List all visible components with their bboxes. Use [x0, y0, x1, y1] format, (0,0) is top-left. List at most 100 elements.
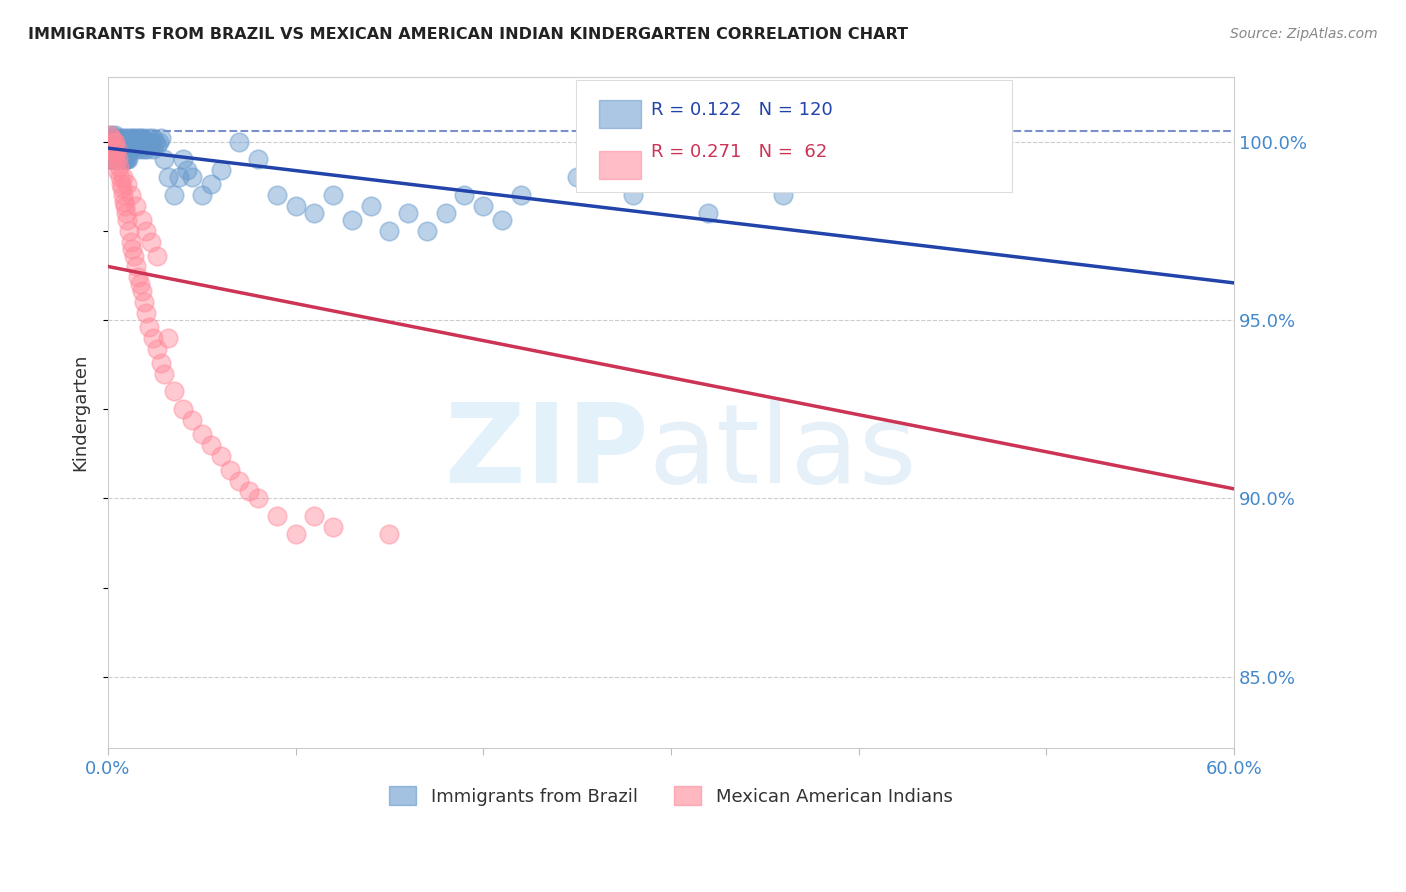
- Point: [105, 153, 128, 167]
- Point: [131, 138, 153, 153]
- Point: [120, 138, 142, 153]
- Point: [110, 153, 132, 167]
- Point: [108, 153, 131, 167]
- Point: [128, 131, 150, 145]
- Point: [509, 188, 531, 202]
- Point: [100, 142, 122, 156]
- Point: [128, 135, 150, 149]
- Point: [146, 342, 169, 356]
- Point: [103, 128, 125, 142]
- Point: [360, 199, 382, 213]
- Point: [101, 153, 124, 167]
- Point: [125, 260, 148, 274]
- Point: [146, 249, 169, 263]
- Point: [134, 135, 156, 149]
- Point: [134, 224, 156, 238]
- Point: [110, 178, 132, 192]
- Point: [148, 135, 170, 149]
- Point: [101, 142, 124, 156]
- Point: [104, 153, 127, 167]
- Point: [228, 135, 250, 149]
- Point: [146, 138, 169, 153]
- Point: [120, 135, 142, 149]
- Point: [340, 213, 363, 227]
- Point: [110, 153, 132, 167]
- Point: [111, 138, 134, 153]
- Point: [107, 135, 129, 149]
- Point: [247, 153, 270, 167]
- Point: [247, 491, 270, 506]
- Point: [125, 142, 148, 156]
- Point: [142, 131, 165, 145]
- Point: [181, 413, 204, 427]
- Point: [697, 206, 720, 220]
- Point: [108, 160, 131, 174]
- Point: [772, 188, 794, 202]
- Point: [98, 131, 121, 145]
- Point: [209, 163, 232, 178]
- Point: [228, 474, 250, 488]
- Point: [114, 153, 136, 167]
- Point: [138, 131, 160, 145]
- Point: [149, 131, 172, 145]
- Point: [142, 142, 165, 156]
- Point: [141, 138, 163, 153]
- Point: [141, 235, 163, 249]
- Point: [105, 153, 128, 167]
- Point: [122, 131, 145, 145]
- Point: [434, 206, 457, 220]
- Point: [284, 527, 307, 541]
- Point: [112, 153, 135, 167]
- Point: [169, 170, 191, 185]
- Point: [134, 138, 156, 153]
- Point: [219, 463, 242, 477]
- Point: [105, 135, 128, 149]
- Point: [124, 135, 146, 149]
- Point: [121, 242, 143, 256]
- Text: Source: ZipAtlas.com: Source: ZipAtlas.com: [1230, 27, 1378, 41]
- Point: [110, 142, 132, 156]
- Point: [141, 135, 163, 149]
- Point: [104, 135, 127, 149]
- Point: [142, 331, 165, 345]
- Point: [115, 153, 138, 167]
- Point: [200, 178, 222, 192]
- Point: [101, 131, 124, 145]
- Point: [100, 135, 122, 149]
- Point: [132, 295, 155, 310]
- Point: [884, 128, 907, 142]
- Point: [134, 306, 156, 320]
- Point: [284, 199, 307, 213]
- Point: [396, 206, 419, 220]
- Text: R = 0.271   N =  62: R = 0.271 N = 62: [651, 143, 827, 161]
- Point: [104, 145, 127, 160]
- Point: [322, 520, 344, 534]
- Point: [103, 135, 125, 149]
- Point: [114, 153, 136, 167]
- Point: [100, 153, 122, 167]
- Point: [172, 402, 194, 417]
- Point: [125, 135, 148, 149]
- Text: atlas: atlas: [648, 400, 917, 507]
- Point: [120, 188, 142, 202]
- Point: [117, 153, 139, 167]
- Point: [122, 138, 145, 153]
- Point: [181, 170, 204, 185]
- Point: [108, 131, 131, 145]
- Point: [129, 131, 152, 145]
- Point: [104, 153, 127, 167]
- Point: [209, 449, 232, 463]
- Text: IMMIGRANTS FROM BRAZIL VS MEXICAN AMERICAN INDIAN KINDERGARTEN CORRELATION CHART: IMMIGRANTS FROM BRAZIL VS MEXICAN AMERIC…: [28, 27, 908, 42]
- Point: [104, 135, 127, 149]
- Point: [266, 188, 288, 202]
- Point: [100, 128, 122, 142]
- Point: [122, 135, 145, 149]
- Point: [105, 142, 128, 156]
- Point: [143, 135, 166, 149]
- Point: [98, 153, 121, 167]
- Point: [125, 199, 148, 213]
- Point: [103, 138, 125, 153]
- Point: [103, 135, 125, 149]
- Point: [304, 509, 326, 524]
- Point: [131, 135, 153, 149]
